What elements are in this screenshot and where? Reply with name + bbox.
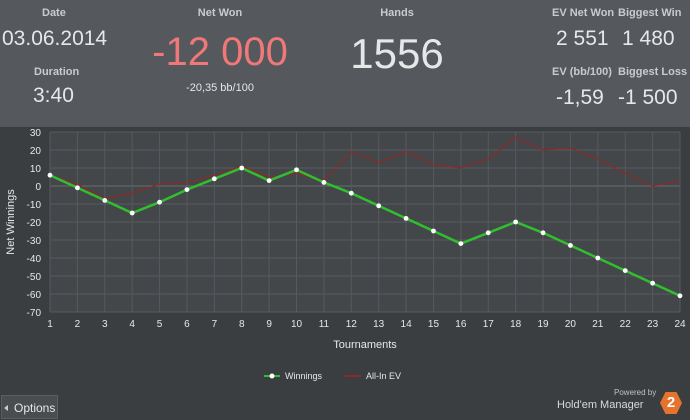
biggest-win-value: 1 480 <box>622 27 675 50</box>
winnings-point <box>294 167 299 173</box>
legend-allin-ev-label: All-In EV <box>366 371 401 381</box>
y-tick-label: -60 <box>27 290 42 301</box>
x-tick-label: 7 <box>212 319 218 330</box>
winnings-point <box>485 230 491 236</box>
x-axis-label: Tournaments <box>333 339 397 351</box>
winnings-point <box>431 228 436 234</box>
x-tick-label: 19 <box>537 319 549 330</box>
hands-value: 1556 <box>350 30 444 77</box>
winnings-point <box>157 199 162 205</box>
x-tick-label: 20 <box>565 319 577 330</box>
winnings-point <box>677 293 683 299</box>
winnings-point <box>403 216 409 221</box>
expand-arrow-icon <box>4 405 8 411</box>
y-tick-labels: 30 20 10 0 -10 -20 -30 -40 -50 -60 -70 <box>27 128 42 319</box>
winnings-point <box>376 203 382 209</box>
legend-winnings-label: Winnings <box>285 371 323 381</box>
legend-winnings-marker <box>269 373 275 379</box>
x-tick-label: 14 <box>401 319 413 330</box>
winnings-point <box>348 190 354 196</box>
biggest-loss-value: -1 500 <box>618 86 678 109</box>
winnings-point <box>321 180 327 185</box>
winnings-line <box>49 166 681 297</box>
net-won-label: Net Won <box>197 7 243 19</box>
powered-by-text: Powered by <box>614 388 657 397</box>
x-tick-label: 11 <box>319 319 330 330</box>
y-tick-label: 20 <box>30 146 42 157</box>
net-won-value: -12 000 <box>152 30 288 74</box>
winnings-point <box>266 178 272 183</box>
x-tick-label: 24 <box>674 319 686 330</box>
ev-bb100-value: -1,59 <box>556 86 604 109</box>
x-tick-label: 2 <box>75 319 81 330</box>
x-tick-label: 6 <box>184 319 190 330</box>
x-tick-label: 17 <box>483 319 495 330</box>
ev-net-won-value: 2 551 <box>556 27 609 50</box>
x-tick-label: 5 <box>157 319 163 330</box>
duration-label: Duration <box>34 66 80 78</box>
y-tick-label: 0 <box>35 182 41 193</box>
winnings-point <box>540 230 546 236</box>
x-tick-label: 21 <box>592 319 604 330</box>
ev-bb100-label: EV (bb/100) <box>552 66 612 78</box>
biggest-win-label: Biggest Win <box>618 7 682 19</box>
y-axis-label: Net Winnings <box>5 189 17 255</box>
stats-panel: Date 03.06.2014 Duration 3:40 Net Won -1… <box>0 0 690 127</box>
options-label: Options <box>14 401 56 415</box>
y-tick-label: -20 <box>27 218 42 229</box>
winnings-point <box>239 165 245 171</box>
winnings-point <box>184 187 190 192</box>
allin-ev-line <box>49 136 681 200</box>
ev-net-won-label: EV Net Won <box>552 7 615 19</box>
winnings-point <box>458 241 464 246</box>
hands-label: Hands <box>380 7 414 19</box>
winnings-point <box>102 198 108 203</box>
x-tick-label: 18 <box>510 319 522 330</box>
winnings-point <box>595 255 601 261</box>
x-tick-label: 15 <box>428 319 440 330</box>
x-tick-label: 16 <box>455 319 467 330</box>
biggest-loss-label: Biggest Loss <box>618 66 688 78</box>
y-tick-label: -40 <box>27 254 42 265</box>
y-tick-label: 30 <box>30 128 42 139</box>
brand-name: Hold'em Manager <box>557 399 644 411</box>
winnings-point <box>74 185 80 191</box>
x-tick-label: 23 <box>647 319 659 330</box>
winnings-point <box>47 172 53 178</box>
legend: Winnings All-In EV <box>264 371 401 381</box>
x-tick-label: 22 <box>620 319 632 330</box>
winnings-point <box>568 243 573 248</box>
x-tick-label: 4 <box>129 319 135 330</box>
net-won-bb100: -20,35 bb/100 <box>186 82 254 94</box>
y-tick-label: -50 <box>27 272 42 283</box>
winnings-point <box>622 268 628 273</box>
x-tick-labels: 1 2 3 4 5 6 7 8 9 10 11 12 13 14 15 16 17 18 19 20 21 22 23 24 <box>47 319 686 330</box>
grid <box>49 131 681 313</box>
y-tick-label: -70 <box>27 308 42 319</box>
duration-value: 3:40 <box>33 84 74 107</box>
x-tick-label: 3 <box>102 319 108 330</box>
y-tick-label: -10 <box>27 200 42 211</box>
y-tick-label: -30 <box>27 236 42 247</box>
series-layer <box>47 136 683 299</box>
hem2-logo-icon: 2 <box>660 392 682 414</box>
winnings-point <box>650 280 656 286</box>
x-tick-label: 13 <box>373 319 385 330</box>
x-tick-label: 10 <box>291 319 303 330</box>
options-button[interactable]: Options <box>1 395 58 419</box>
x-tick-label: 12 <box>346 319 358 330</box>
y-tick-label: 10 <box>30 164 42 175</box>
x-tick-label: 9 <box>266 319 272 330</box>
winnings-point <box>513 219 519 225</box>
date-label: Date <box>42 7 66 19</box>
date-value: 03.06.2014 <box>2 27 108 50</box>
x-tick-label: 8 <box>239 319 245 330</box>
winnings-point <box>211 176 217 182</box>
winnings-point <box>129 210 135 216</box>
x-tick-label: 1 <box>47 319 53 330</box>
